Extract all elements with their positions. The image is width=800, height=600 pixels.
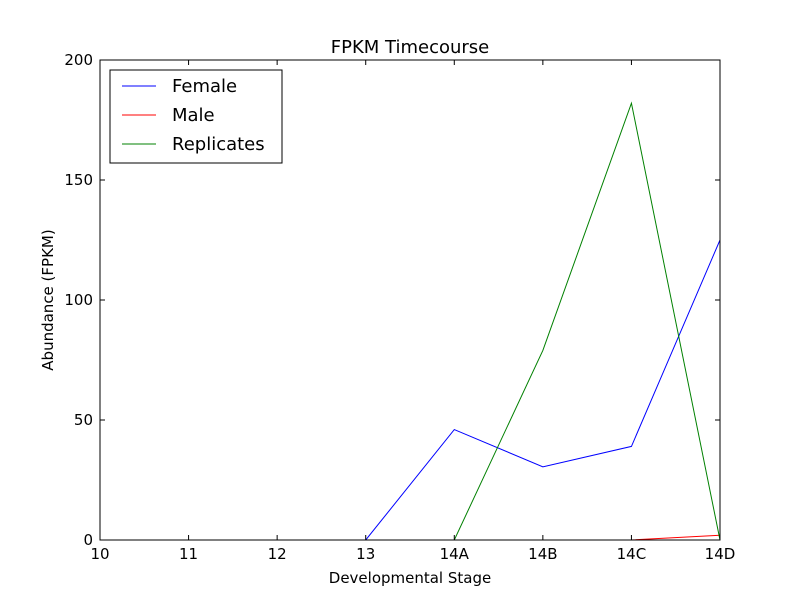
axis-ticks: 10 11 12 13 14A 14B 14C 14D 0 50 100 150 200 bbox=[64, 51, 735, 563]
y-tick-label: 150 bbox=[64, 171, 93, 189]
y-tick-label: 200 bbox=[64, 51, 93, 69]
x-axis-label: Developmental Stage bbox=[329, 569, 491, 587]
series-line-male bbox=[100, 534, 721, 541]
chart-title: FPKM Timecourse bbox=[331, 37, 489, 58]
x-tick-label: 14A bbox=[440, 545, 470, 563]
x-tick-label: 14C bbox=[617, 545, 647, 563]
x-tick-label: 14D bbox=[705, 545, 736, 563]
x-tick-label: 14B bbox=[528, 545, 557, 563]
plot-frame bbox=[99, 59, 721, 541]
y-axis-label: Abundance (FPKM) bbox=[39, 229, 57, 370]
x-tick-label: 11 bbox=[179, 545, 198, 563]
legend-label: Male bbox=[172, 105, 215, 126]
y-tick-label: 100 bbox=[64, 291, 93, 309]
x-tick-label: 13 bbox=[356, 545, 375, 563]
y-tick-label: 50 bbox=[74, 411, 93, 429]
series-layer bbox=[100, 101, 721, 541]
series-line-female bbox=[100, 239, 721, 541]
y-tick-label: 0 bbox=[83, 531, 93, 549]
legend: Female Male Replicates bbox=[109, 69, 283, 164]
x-tick-label: 12 bbox=[268, 545, 287, 563]
series-line-replicates bbox=[100, 101, 721, 541]
legend-label: Replicates bbox=[172, 134, 265, 155]
x-tick-label: 10 bbox=[90, 545, 109, 563]
legend-label: Female bbox=[172, 76, 237, 97]
